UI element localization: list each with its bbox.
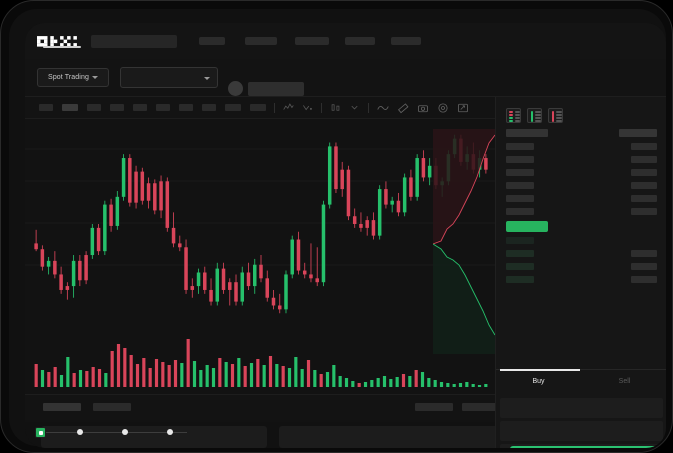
fullscreen-icon[interactable] bbox=[457, 102, 469, 114]
orderbook-bid-row[interactable] bbox=[506, 263, 534, 270]
volume-histogram bbox=[34, 339, 488, 387]
buy-sell-tabs: Buy Sell bbox=[496, 369, 666, 395]
bottom-panel-right[interactable] bbox=[279, 426, 501, 448]
chart-type-icon[interactable] bbox=[330, 102, 341, 113]
nav-item-web3[interactable] bbox=[345, 37, 375, 45]
submit-order-button[interactable] bbox=[510, 446, 666, 448]
orderbook-bid-row[interactable] bbox=[506, 250, 534, 257]
timeframe-9[interactable] bbox=[225, 104, 241, 111]
orderbook-bid-row[interactable] bbox=[506, 276, 534, 283]
nav-item-markets[interactable] bbox=[245, 37, 277, 45]
slider-step-4[interactable] bbox=[167, 429, 173, 435]
orderbook-header-left bbox=[506, 129, 548, 137]
pair-avatar bbox=[228, 81, 243, 96]
slider-step-3[interactable] bbox=[122, 429, 128, 435]
chevron-down-icon bbox=[91, 76, 98, 79]
app-screen: Spot Trading bbox=[25, 23, 666, 448]
slider-handle[interactable] bbox=[35, 427, 46, 438]
nav-item-more[interactable] bbox=[391, 37, 421, 45]
orderbook-header-right bbox=[619, 129, 657, 137]
camera-icon[interactable] bbox=[417, 102, 429, 114]
top-nav bbox=[25, 23, 666, 59]
pair-select[interactable] bbox=[120, 67, 218, 88]
line-chart-icon[interactable] bbox=[377, 102, 389, 114]
timeframe-3[interactable] bbox=[87, 104, 101, 111]
spot-trading-select[interactable]: Spot Trading bbox=[37, 68, 109, 87]
candlestick-chart[interactable] bbox=[25, 119, 495, 329]
orderbook-ask-size bbox=[631, 182, 657, 189]
action-cancel-all[interactable] bbox=[462, 403, 500, 411]
device-bezel: Spot Trading bbox=[9, 9, 666, 448]
toolbar-divider-3 bbox=[368, 102, 369, 113]
toolbar-divider-2 bbox=[321, 102, 322, 113]
indicator-icon[interactable] bbox=[283, 102, 294, 113]
pair-name bbox=[248, 82, 304, 96]
timeframe-10[interactable] bbox=[250, 104, 266, 111]
depth-chart-overlay bbox=[433, 129, 495, 354]
market-bar: Spot Trading bbox=[25, 59, 666, 97]
compare-icon[interactable] bbox=[302, 102, 313, 113]
right-sidebar: Buy Sell bbox=[495, 97, 666, 448]
orderbook-spread-price bbox=[506, 221, 548, 232]
order-amount-field[interactable] bbox=[500, 421, 663, 441]
order-price-field[interactable] bbox=[500, 398, 663, 418]
nav-search-field[interactable] bbox=[91, 34, 177, 48]
chart-area[interactable] bbox=[25, 119, 495, 394]
okx-logo[interactable] bbox=[37, 34, 79, 48]
orderbook-ask-size bbox=[631, 169, 657, 176]
order-form bbox=[496, 396, 666, 448]
orderbook-ask-row[interactable] bbox=[506, 169, 534, 176]
nav-item-trade[interactable] bbox=[199, 37, 225, 45]
tab-order-history[interactable] bbox=[93, 403, 131, 411]
orderbook-ask-size bbox=[631, 195, 657, 202]
active-side-indicator bbox=[500, 369, 580, 371]
timeframe-2[interactable] bbox=[62, 104, 78, 111]
ruler-icon[interactable] bbox=[397, 102, 409, 114]
tab-sell[interactable]: Sell bbox=[618, 378, 631, 385]
orderbook-toggle-bids[interactable] bbox=[527, 108, 542, 123]
timeframe-8[interactable] bbox=[202, 104, 216, 111]
chevron-down-icon[interactable] bbox=[349, 102, 360, 113]
orderbook-ask-size bbox=[631, 143, 657, 150]
bottom-panel-left[interactable] bbox=[41, 426, 267, 448]
orderbook-ask-row[interactable] bbox=[506, 195, 534, 202]
orderbook-toggle-asks[interactable] bbox=[548, 108, 563, 123]
timeframe-1[interactable] bbox=[39, 104, 53, 111]
slider-step-2[interactable] bbox=[77, 429, 83, 435]
timeframe-4[interactable] bbox=[110, 104, 124, 111]
orderbook-ask-row[interactable] bbox=[506, 143, 534, 150]
timeframe-5[interactable] bbox=[133, 104, 147, 111]
slider-handle-inner bbox=[38, 430, 43, 435]
orderbook-ask-row[interactable] bbox=[506, 182, 534, 189]
action-hide-other-pairs[interactable] bbox=[415, 403, 453, 411]
tab-buy[interactable]: Buy bbox=[532, 378, 545, 385]
timeframe-6[interactable] bbox=[156, 104, 170, 111]
settings-gear-icon[interactable] bbox=[437, 102, 449, 114]
bottom-tabs bbox=[25, 394, 500, 420]
orderbook-ask-row[interactable] bbox=[506, 208, 534, 215]
active-tab-indicator bbox=[43, 46, 81, 48]
amount-slider[interactable] bbox=[33, 427, 188, 438]
slider-track bbox=[39, 432, 187, 433]
timeframe-7[interactable] bbox=[179, 104, 193, 111]
nav-item-earn[interactable] bbox=[295, 37, 329, 45]
chevron-down-icon bbox=[204, 77, 210, 80]
orderbook-ask-row[interactable] bbox=[506, 156, 534, 163]
orderbook-bid-size bbox=[631, 263, 657, 270]
orderbook-bid-size bbox=[631, 250, 657, 257]
orderbook-view-toggles bbox=[506, 108, 563, 123]
orderbook[interactable] bbox=[496, 129, 666, 289]
orderbook-ask-size bbox=[631, 208, 657, 215]
orderbook-ask-size bbox=[631, 156, 657, 163]
orderbook-bid-size bbox=[631, 276, 657, 283]
tab-open-orders[interactable] bbox=[43, 403, 81, 411]
orderbook-toggle-both[interactable] bbox=[506, 108, 521, 123]
orderbook-bid-row[interactable] bbox=[506, 237, 534, 244]
toolbar-divider bbox=[274, 102, 275, 113]
spot-trading-label: Spot Trading bbox=[48, 74, 89, 81]
